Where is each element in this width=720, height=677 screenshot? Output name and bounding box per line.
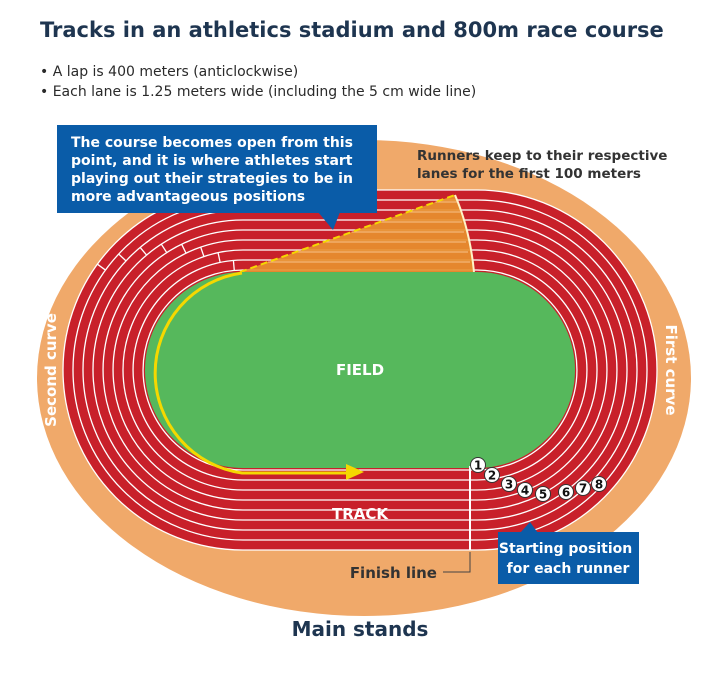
lane-number-5: 5 [535,486,551,502]
track-label: TRACK [332,505,389,523]
open-zone-lines [267,201,470,263]
lane-number-8: 8 [591,476,607,492]
stagger-tick [217,252,221,263]
bullet-lane-width: • Each lane is 1.25 meters wide (includi… [40,84,477,100]
lane-line [92,219,628,521]
svg-text:6: 6 [562,486,570,500]
page-title: Tracks in an athletics stadium and 800m … [40,18,664,42]
callout-start-text: Starting position for each runner [499,541,637,577]
lane-number-7: 7 [575,480,591,496]
lane-line [82,209,638,531]
field [145,272,575,468]
lane-number-2: 2 [484,467,500,483]
svg-text:1: 1 [474,459,482,473]
lane-line [112,239,608,501]
svg-text:7: 7 [579,482,587,496]
start-arc [454,194,475,273]
svg-text:4: 4 [521,484,529,498]
lane-number-4: 4 [517,482,533,498]
race-route [153,271,352,475]
lane-number-6: 6 [558,484,574,500]
stagger-ticks [96,243,235,271]
svg-text:8: 8 [595,478,603,492]
route-arrow-icon [346,464,364,480]
svg-text:3: 3 [505,478,513,492]
svg-text:2: 2 [488,469,496,483]
lane-numbers: 123 4 5 6 7 8 [470,457,607,502]
stagger-tick [232,260,235,271]
lane-line [72,199,648,541]
stagger-tick [118,253,127,262]
lane-line [122,249,598,491]
field-label: FIELD [336,361,384,379]
finish-line-label: Finish line [350,564,437,582]
stagger-tick [96,263,106,271]
callout-open-box [57,125,377,213]
callout-open-text: The course becomes open from this point,… [71,135,358,205]
stagger-tick [181,243,187,254]
lane-line [102,229,618,511]
lane-number-1: 1 [470,457,486,473]
lanes-note: Runners keep to their respective lanes f… [417,148,672,182]
open-zone [240,195,474,272]
bullet-list: • A lap is 400 meters (anticlockwise) • … [40,62,476,102]
break-line [239,194,456,273]
callout-start-pointer [520,522,538,533]
svg-text:5: 5 [539,488,547,502]
first-curve-label: First curve [662,324,680,415]
callout-start-box [498,532,639,584]
stagger-tick [200,246,205,257]
stagger-tick [160,243,168,253]
lane-number-3: 3 [501,476,517,492]
bullet-lap: • A lap is 400 meters (anticlockwise) [40,64,299,80]
lane-line [62,189,658,551]
main-stands-label: Main stands [292,617,429,641]
lane-line [132,259,588,481]
finish-leader [443,552,471,573]
second-curve-label: Second curve [42,313,60,427]
stagger-tick [139,247,148,256]
callout-open-pointer [318,212,340,230]
